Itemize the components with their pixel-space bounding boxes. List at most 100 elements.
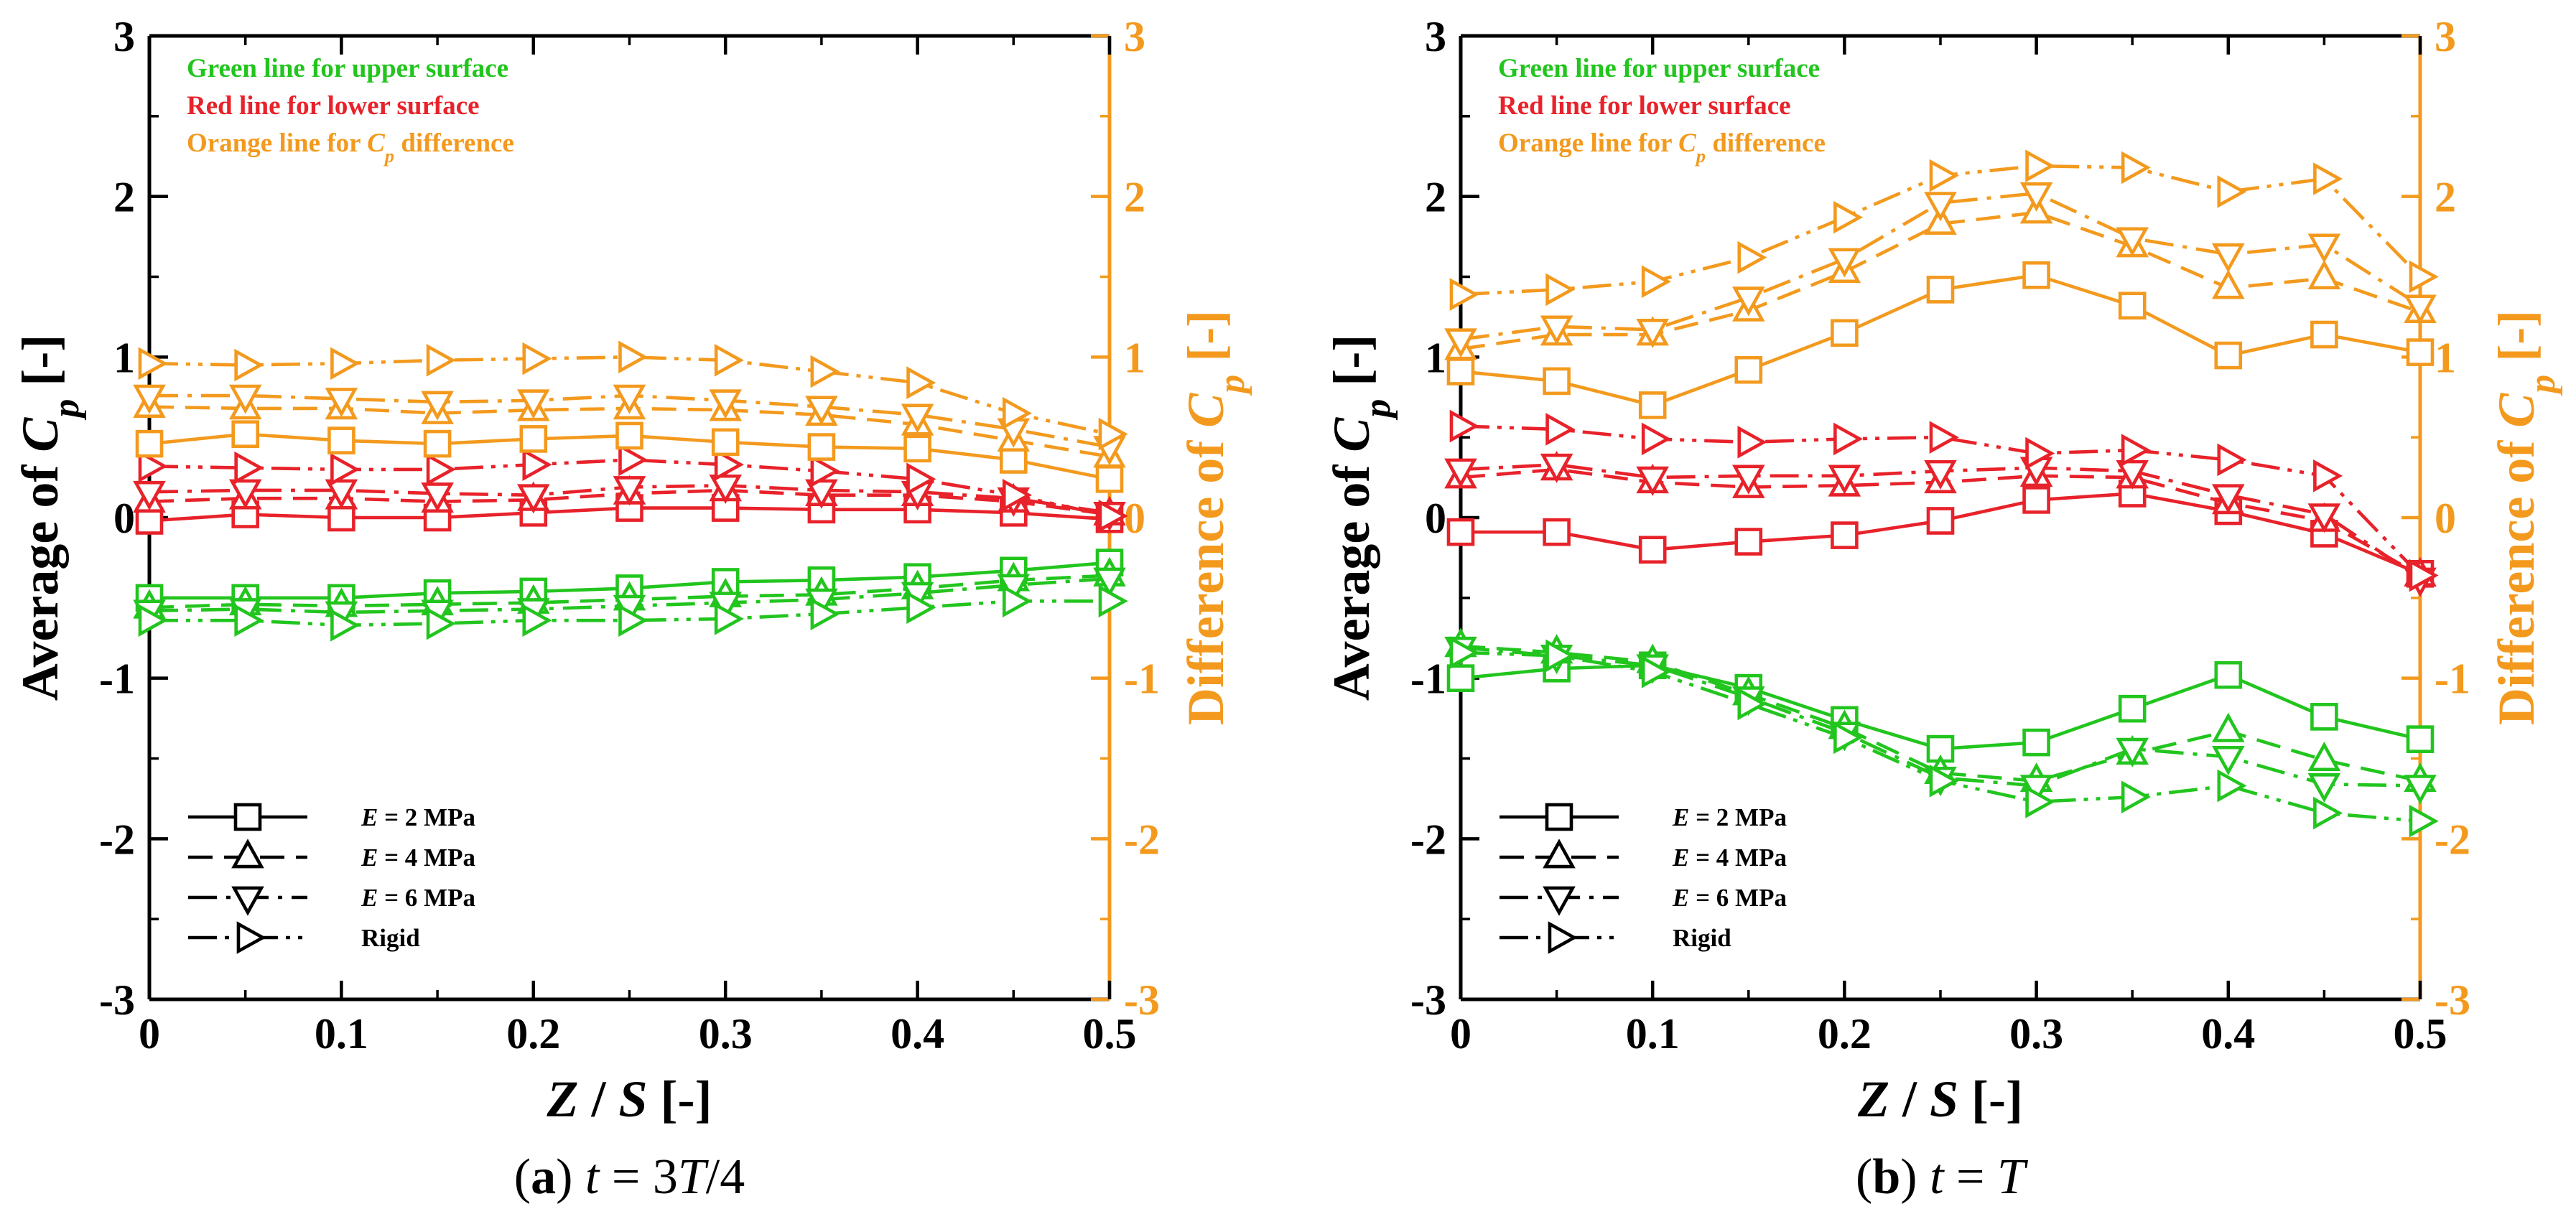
y-axis-label-right-wrap: Difference of Cp [-] [1177, 310, 1252, 725]
data-point [2019, 182, 2053, 212]
annotation-lower-part-0: Red line for lower surface [1498, 91, 1791, 121]
data-point [1545, 413, 1576, 446]
data-point [1446, 664, 1475, 692]
x-axis-label-part-0: Z [547, 1070, 579, 1128]
data-point [2217, 175, 2247, 208]
y-axis-label-left-part-3: [-] [1323, 335, 1380, 399]
panel-caption-part-3: t [585, 1149, 600, 1205]
x-axis-label: Z / S [-] [547, 1070, 712, 1128]
data-point [516, 389, 550, 419]
x-axis-label-part-2: S [619, 1070, 648, 1128]
data-point [906, 462, 936, 496]
data-point [613, 384, 646, 414]
data-point [618, 443, 648, 477]
annotation-upper-part-0: Green line for upper surface [187, 54, 508, 83]
data-point [1926, 276, 1955, 304]
y-tick-label-right: 2 [1124, 174, 1145, 221]
data-point [805, 396, 838, 426]
annotation-difference-part-1: C [1678, 129, 1697, 158]
series-upper-E2 [1446, 651, 2435, 763]
panel-caption-part-1: b [1872, 1149, 1900, 1205]
legend-marker-E2 [1545, 803, 1573, 831]
data-point [1098, 584, 1128, 618]
legend-marker-E2 [233, 803, 262, 831]
data-point [423, 429, 452, 458]
series-difference-E2 [1446, 261, 2435, 419]
y-tick-label-left: 3 [113, 13, 135, 60]
series-lower-E2 [1446, 480, 2435, 588]
legend-label-E4-part-0: E [361, 844, 378, 872]
data-point [330, 609, 361, 642]
data-point [2214, 660, 2243, 689]
data-point [426, 343, 456, 377]
data-point [1828, 248, 1861, 278]
legend-label-E6-part-1: = 6 MPa [378, 884, 475, 912]
data-point [2310, 703, 2338, 731]
y-tick-label-left: 1 [113, 334, 135, 381]
data-point [228, 479, 262, 509]
data-point [2025, 149, 2055, 182]
data-point [2022, 261, 2050, 289]
data-point [421, 391, 454, 421]
y-axis-label-right-part-1: C [2488, 393, 2545, 428]
annotation-upper: Green line for upper surface [1498, 54, 1820, 83]
y-tick-label-left: -1 [99, 655, 135, 703]
data-point [228, 384, 262, 414]
data-point [234, 451, 264, 485]
data-point [1449, 278, 1479, 311]
legend-label-E4: E = 4 MPa [361, 844, 475, 872]
y-tick-label-right: -3 [2435, 976, 2470, 1024]
annotation-difference-part-3: difference [1706, 129, 1826, 158]
y-tick-label-right: 3 [1124, 13, 1145, 60]
y-axis-label-right-part-1: C [1177, 393, 1234, 428]
legend-marker-E4 [1543, 839, 1576, 869]
y-axis-label-left: Average of Cp [-] [1323, 335, 1398, 701]
panel-caption-part-2: ) [1900, 1149, 1930, 1205]
data-point [2022, 728, 2050, 757]
annotation-lower-part-0: Red line for lower surface [187, 91, 480, 121]
data-point [618, 604, 648, 637]
data-point [1737, 687, 1767, 721]
x-tick-label: 0 [1450, 1010, 1471, 1057]
data-point [807, 433, 836, 461]
legend-label-rigid: Rigid [1673, 924, 1731, 952]
data-point [421, 482, 454, 513]
annotation-difference-part-2: p [383, 145, 394, 167]
data-point [1638, 391, 1667, 419]
data-point [1924, 192, 1957, 222]
data-point [522, 604, 552, 637]
y-axis-label-right: Difference of Cp [-] [1177, 310, 1252, 725]
data-point [714, 602, 744, 635]
series-lower-rigid [1449, 409, 2439, 592]
data-point [2118, 291, 2147, 320]
series-group [1444, 149, 2439, 838]
data-point [709, 474, 743, 505]
y-axis-label-left-part-0: Average of [1323, 452, 1380, 701]
ticks [147, 34, 1112, 1001]
y-axis-label-right-part-2: p [2522, 375, 2563, 396]
data-point [2313, 459, 2343, 492]
legend-label-E2-part-0: E [1672, 803, 1689, 831]
legend-marker-rigid [236, 921, 266, 954]
annotation-difference: Orange line for Cp difference [1498, 129, 1826, 167]
x-tick-label: 0.3 [2009, 1010, 2063, 1057]
annotation-difference: Orange line for Cp difference [187, 129, 514, 167]
data-point [1543, 518, 1571, 546]
y-tick-label-right: 1 [2435, 334, 2456, 381]
y-tick-label-left: 3 [1425, 13, 1446, 60]
data-point [714, 448, 744, 481]
series-line [1460, 424, 2422, 577]
legend-label-rigid: Rigid [361, 924, 420, 952]
data-point [138, 347, 168, 380]
data-point [714, 343, 744, 377]
data-point [426, 453, 456, 486]
annotation-difference-part-3: difference [394, 129, 514, 158]
y-axis-label-left-part-0: Average of [11, 452, 69, 701]
legend-label-E2-part-0: E [361, 803, 378, 831]
data-point [2404, 294, 2437, 324]
data-point [901, 403, 934, 434]
panel-b: -3 -3 -2 -2 -1 -1 0 0 1 1 2 2 3 3 0 0.1 0.2 0.3 0.4 0.5 Z / … [1323, 13, 2563, 1205]
data-point [711, 428, 740, 457]
y-tick-label-right: 2 [2435, 174, 2456, 221]
data-point [2307, 742, 2341, 772]
